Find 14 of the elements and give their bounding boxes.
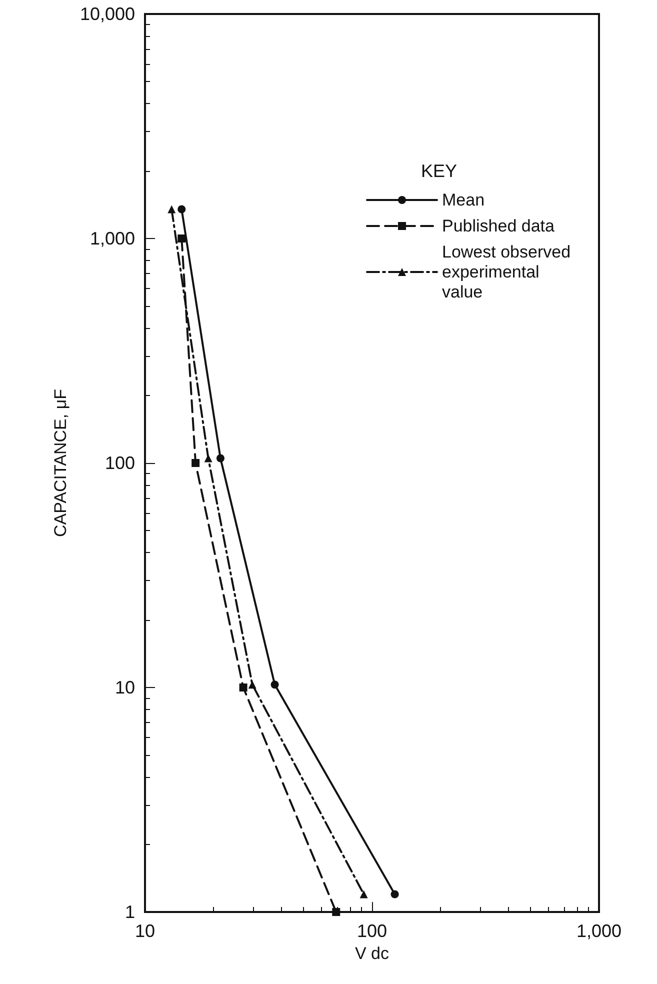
legend-label: Mean: [442, 190, 485, 210]
legend-label: Lowest observed experimental value: [442, 242, 576, 302]
x-tick-label: 100: [356, 921, 388, 941]
y-tick-label: 1,000: [90, 228, 135, 248]
y-axis-title: CAPACITANCE, μF: [51, 388, 70, 538]
x-tick-label: 10: [134, 921, 156, 941]
y-tick-label: 100: [104, 453, 135, 473]
legend-title: KEY: [420, 161, 458, 181]
y-tick-label: 1: [124, 902, 135, 922]
legend-label: Published data: [442, 216, 556, 236]
x-axis-title: V dc: [354, 944, 390, 963]
y-tick-label: 10: [114, 678, 135, 698]
y-tick-label: 10,000: [80, 4, 135, 24]
x-tick-label: 1,000: [576, 921, 622, 941]
